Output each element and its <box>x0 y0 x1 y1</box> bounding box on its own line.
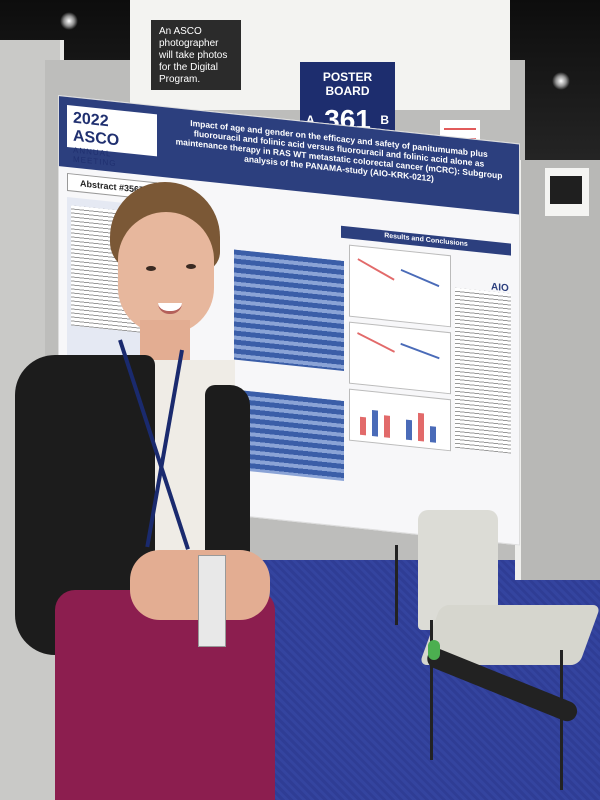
conclusions-text <box>455 287 511 454</box>
face <box>118 212 214 334</box>
ceiling-light <box>552 72 570 90</box>
magenta-skirt <box>55 590 275 800</box>
board-letter-b: B <box>380 113 389 127</box>
eye <box>146 266 156 271</box>
poster-tube-cap <box>428 640 440 660</box>
photographer-sign-text: An ASCO photographer will take photos fo… <box>159 26 228 85</box>
baseline-table <box>234 249 344 372</box>
side-sign <box>545 168 589 216</box>
asco-logo: 2022 ASCO ANNUAL MEETING <box>67 104 157 168</box>
km-plot-top <box>349 244 451 328</box>
km-plot-bottom <box>349 321 451 395</box>
eye <box>186 264 196 269</box>
bar-plot <box>349 388 451 452</box>
booth-wall-right <box>515 160 600 580</box>
chair-leg <box>430 620 433 760</box>
side-sign-panel <box>550 176 582 204</box>
adverse-events-table <box>234 389 344 482</box>
chair-leg <box>395 545 398 625</box>
smile <box>158 303 182 314</box>
photographer-sign: An ASCO photographer will take photos fo… <box>151 20 241 90</box>
poster-board-label: POSTER BOARD <box>322 70 373 98</box>
board-letter-a: A <box>306 113 315 127</box>
ceiling-light <box>60 12 78 30</box>
name-badge <box>198 555 226 647</box>
